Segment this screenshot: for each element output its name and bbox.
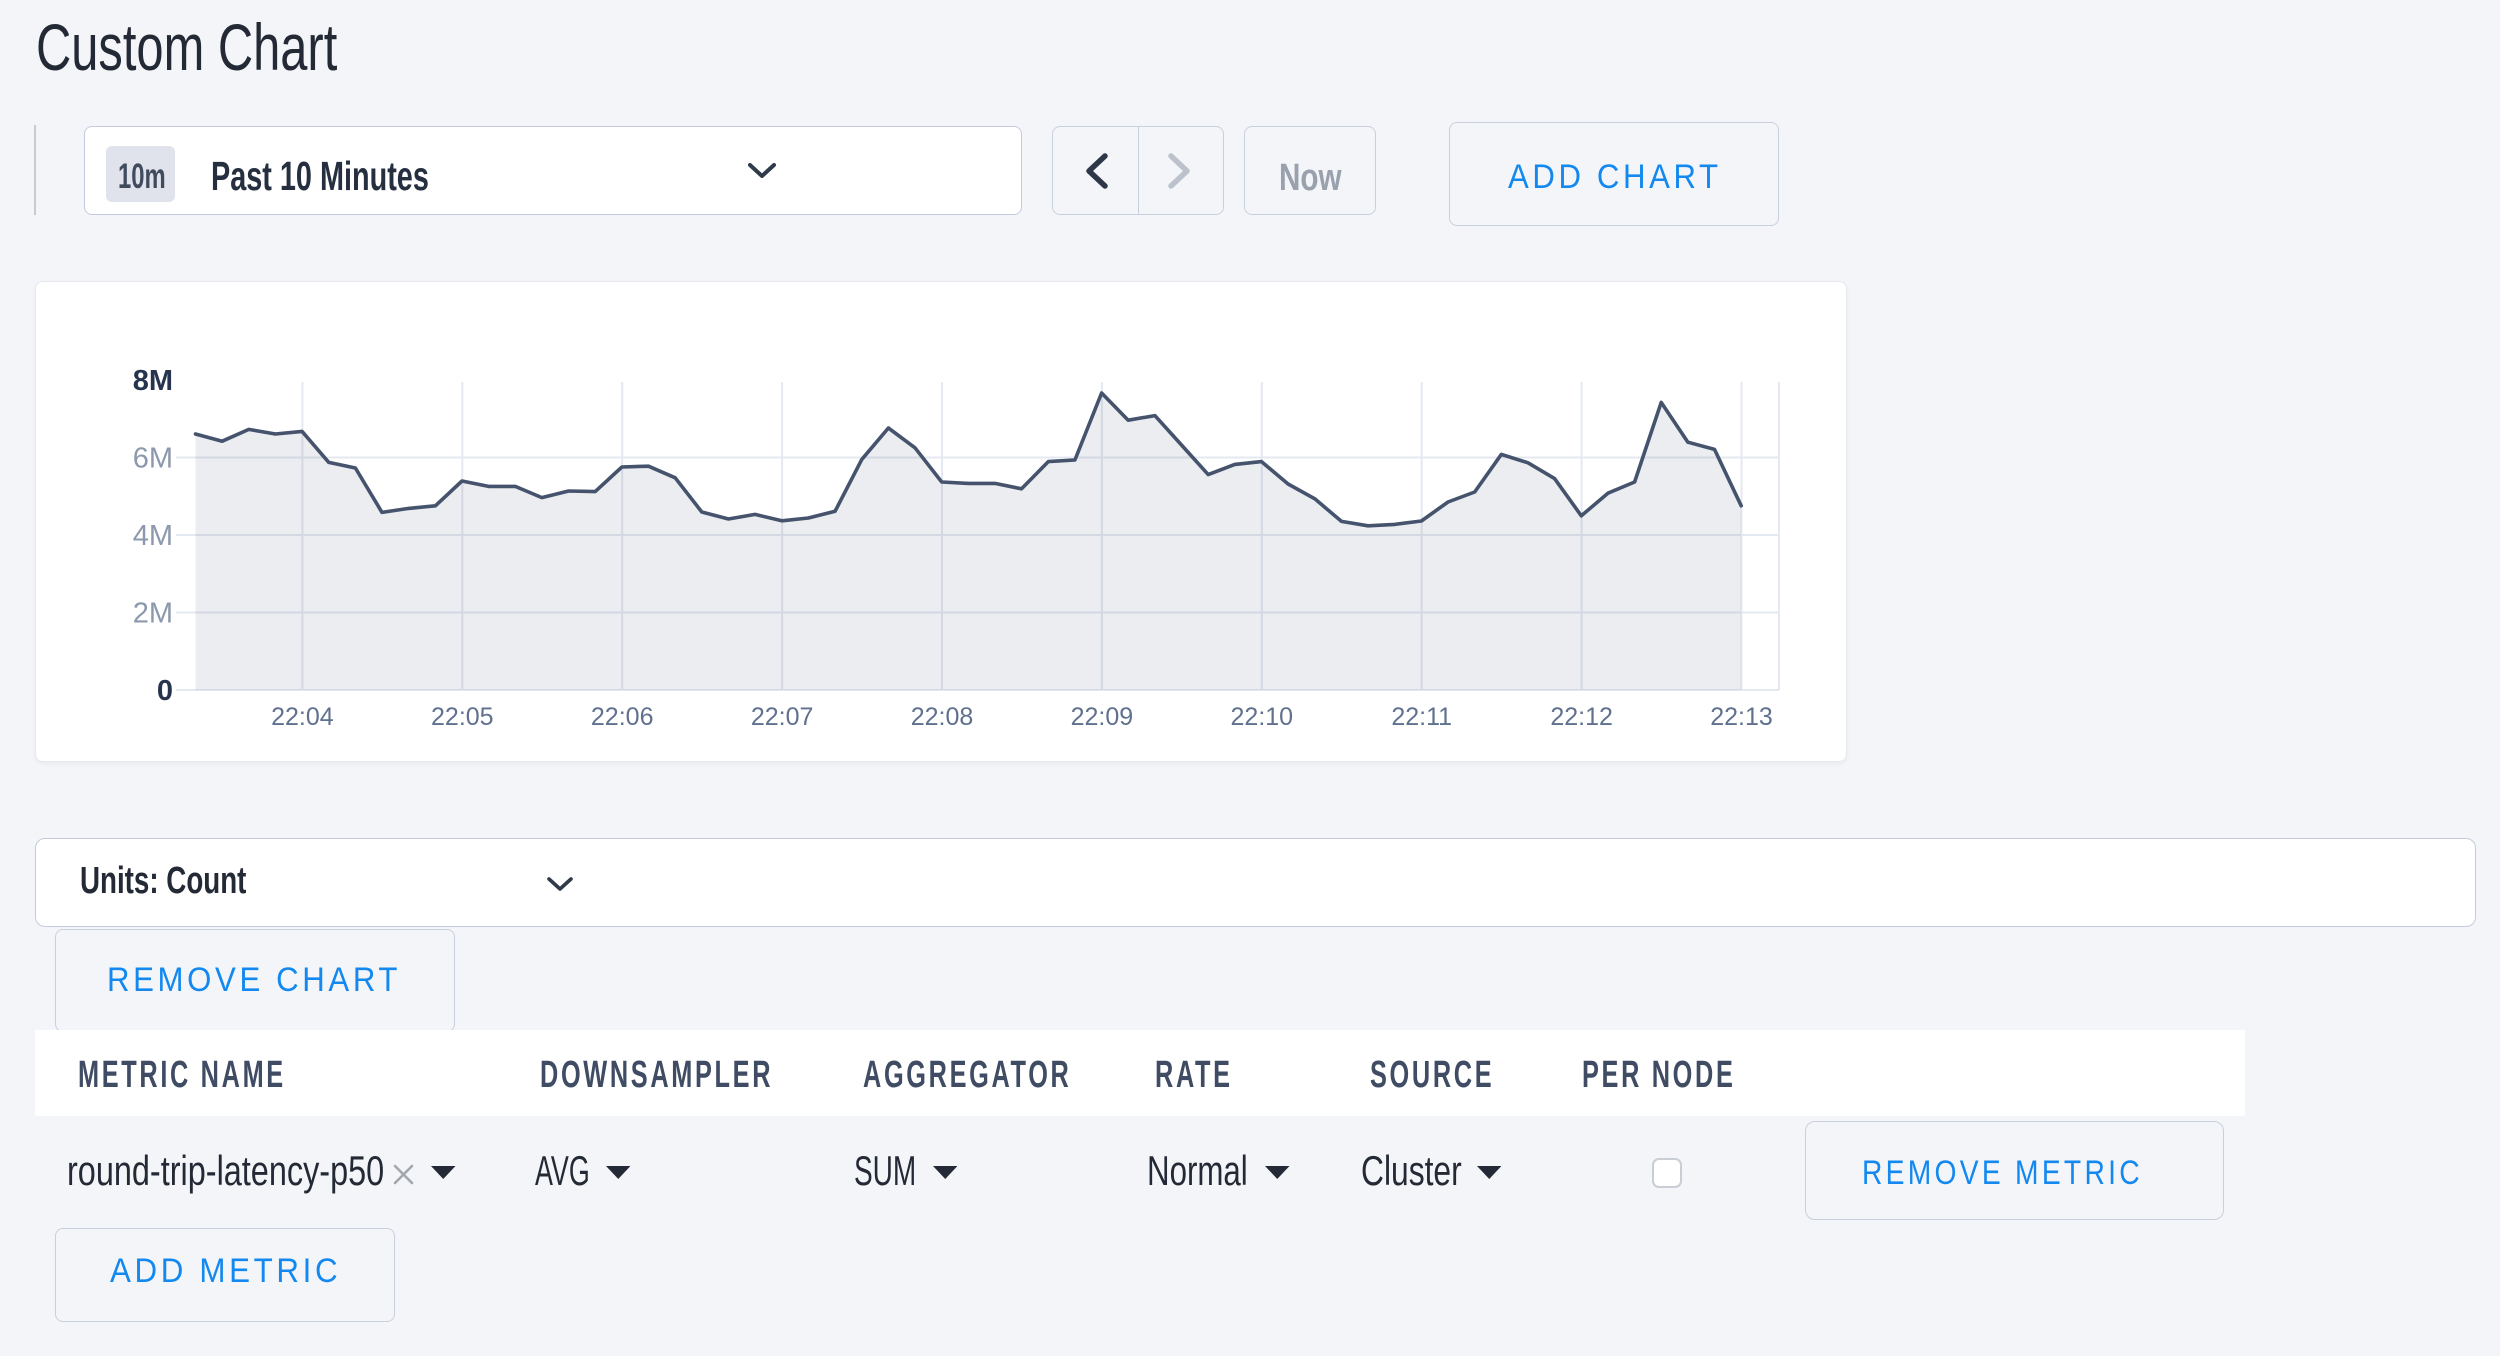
svg-text:22:04: 22:04 xyxy=(271,703,334,731)
svg-text:22:10: 22:10 xyxy=(1231,703,1294,731)
svg-text:22:07: 22:07 xyxy=(751,703,814,731)
svg-text:4M: 4M xyxy=(133,520,173,552)
svg-text:22:08: 22:08 xyxy=(911,703,974,731)
svg-text:0: 0 xyxy=(157,675,173,707)
svg-text:22:11: 22:11 xyxy=(1391,703,1452,731)
svg-text:22:12: 22:12 xyxy=(1550,703,1613,731)
svg-text:22:06: 22:06 xyxy=(591,703,654,731)
svg-text:22:05: 22:05 xyxy=(431,703,494,731)
svg-text:8M: 8M xyxy=(133,365,173,397)
svg-text:22:09: 22:09 xyxy=(1071,703,1134,731)
svg-text:6M: 6M xyxy=(133,443,173,475)
svg-text:2M: 2M xyxy=(133,598,173,630)
svg-text:22:13: 22:13 xyxy=(1710,703,1773,731)
